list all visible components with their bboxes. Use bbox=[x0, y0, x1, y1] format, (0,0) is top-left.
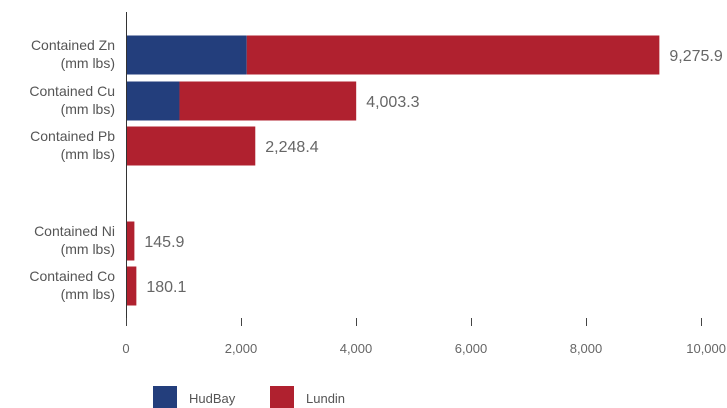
category-label: Contained Co (mm lbs) bbox=[29, 268, 115, 302]
legend-swatch-lundin bbox=[270, 386, 294, 408]
bars-group bbox=[126, 35, 660, 306]
x-tick-label: 6,000 bbox=[455, 341, 488, 356]
category-label: Contained Cu (mm lbs) bbox=[29, 83, 115, 117]
legend-swatch-hudbay bbox=[153, 386, 177, 408]
bar-lundin-4 bbox=[126, 266, 137, 306]
bar-lundin-2 bbox=[126, 126, 256, 166]
data-label: 2,248.4 bbox=[265, 139, 318, 156]
category-label: Contained Pb (mm lbs) bbox=[30, 128, 115, 162]
bar-lundin-3 bbox=[126, 221, 135, 261]
data-label: 180.1 bbox=[146, 279, 186, 296]
category-label: Contained Ni (mm lbs) bbox=[34, 223, 115, 257]
bar-hudbay-0 bbox=[126, 35, 247, 75]
bar-hudbay-1 bbox=[126, 81, 180, 121]
x-tick-label: 10,000 bbox=[686, 341, 726, 356]
x-tick-label: 2,000 bbox=[225, 341, 258, 356]
category-labels: Contained Zn (mm lbs) Contained Cu (mm lbs)… bbox=[29, 37, 115, 302]
data-label: 145.9 bbox=[144, 234, 184, 251]
x-tick-label: 8,000 bbox=[570, 341, 603, 356]
data-label: 9,275.9 bbox=[669, 48, 722, 65]
x-tick-label: 0 bbox=[122, 341, 129, 356]
legend-label-hudbay: HudBay bbox=[189, 391, 236, 406]
data-label: 4,003.3 bbox=[366, 94, 419, 111]
data-labels: 9,275.9 4,003.3 2,248.4 145.9 180.1 bbox=[144, 48, 722, 296]
legend: HudBay Lundin bbox=[153, 386, 345, 408]
legend-label-lundin: Lundin bbox=[306, 391, 345, 406]
x-tick-label: 4,000 bbox=[340, 341, 373, 356]
bar-lundin-0 bbox=[246, 35, 660, 75]
bar-lundin-1 bbox=[179, 81, 357, 121]
category-label: Contained Zn (mm lbs) bbox=[31, 37, 115, 71]
x-axis-ticks: 0 2,000 4,000 6,000 8,000 10,000 bbox=[122, 318, 726, 356]
